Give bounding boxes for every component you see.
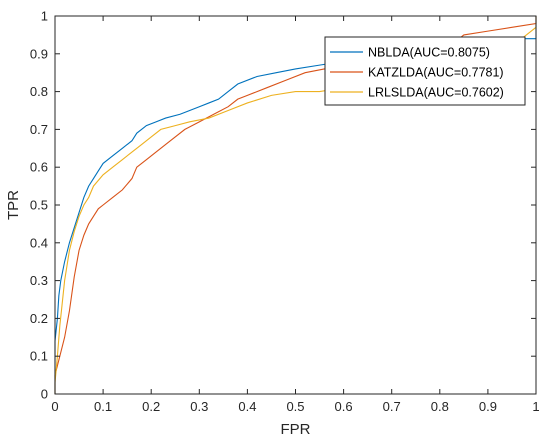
y-tick-label: 0.1 — [30, 349, 48, 364]
x-tick-label: 0.6 — [335, 399, 353, 414]
y-tick-label: 0.5 — [30, 198, 48, 213]
x-tick-label: 0.5 — [286, 399, 304, 414]
legend-label-1: KATZLDA(AUC=0.7781) — [368, 66, 504, 80]
y-tick-label: 0.2 — [30, 311, 48, 326]
legend: NBLDA(AUC=0.8075) KATZLDA(AUC=0.7781) LRLS… — [324, 36, 526, 106]
x-tick-label: 0.4 — [238, 399, 256, 414]
x-tick-label: 1 — [532, 399, 539, 414]
x-axis-label: FPR — [281, 421, 311, 438]
legend-label-0: NBLDA(AUC=0.8075) — [368, 46, 490, 60]
y-tick-label: 0.9 — [30, 46, 48, 61]
y-tick-label: 0.4 — [30, 235, 48, 250]
y-tick-label: 0.6 — [30, 160, 48, 175]
ticks-layer: 0 0.1 0.2 0.3 0.4 0.5 0.6 0.7 0.8 0.9 1 0 0.1 0.2 0.3 0… — [30, 9, 540, 415]
y-tick-label: 1 — [41, 9, 48, 24]
y-tick-label: 0.7 — [30, 122, 48, 137]
legend-box — [324, 36, 526, 106]
x-tick-label: 0.9 — [479, 399, 497, 414]
y-axis-label: TPR — [5, 190, 22, 220]
x-tick-label: 0 — [51, 399, 58, 414]
x-tick-label: 0.2 — [142, 399, 160, 414]
y-tick-label: 0.3 — [30, 273, 48, 288]
x-tick-label: 0.3 — [190, 399, 208, 414]
x-tick-label: 0.7 — [383, 399, 401, 414]
x-tick-label: 0.8 — [431, 399, 449, 414]
y-tick-label: 0 — [41, 387, 48, 402]
y-tick-label: 0.8 — [30, 84, 48, 99]
legend-label-2: LRLSLDA(AUC=0.7602) — [368, 86, 504, 100]
x-tick-label: 0.1 — [94, 399, 112, 414]
